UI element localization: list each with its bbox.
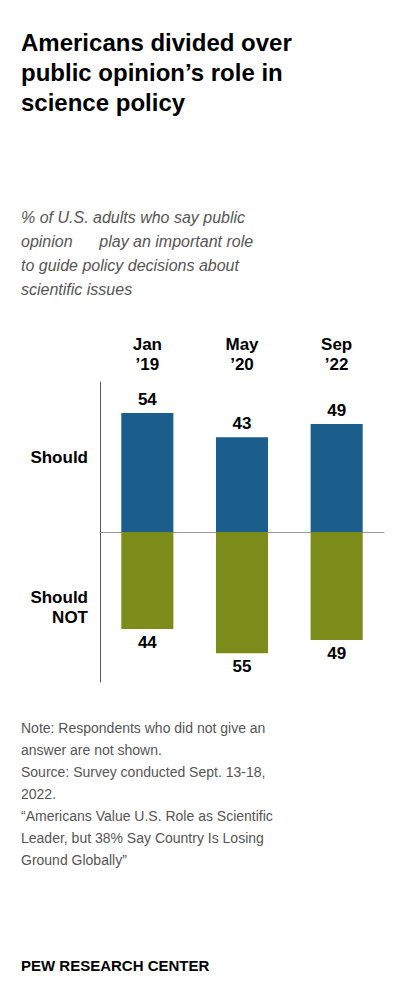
svg-text:to guide policy decisions abou: to guide policy decisions about xyxy=(21,257,239,274)
svg-text:’20: ’20 xyxy=(230,355,254,374)
svg-text:Leader, but 38% Say Country Is: Leader, but 38% Say Country Is Losing xyxy=(21,830,264,846)
svg-text:43: 43 xyxy=(233,414,252,433)
svg-text:answer are not shown.: answer are not shown. xyxy=(21,742,162,758)
svg-text:55: 55 xyxy=(233,657,252,676)
svg-text:’19: ’19 xyxy=(136,355,160,374)
svg-text:54: 54 xyxy=(138,390,157,409)
svg-text:public opinion’s role in: public opinion’s role in xyxy=(21,59,283,86)
svg-text:% of U.S. adults who say publi: % of U.S. adults who say public xyxy=(21,209,245,226)
svg-text:“Americans Value U.S. Role as: “Americans Value U.S. Role as Scientific xyxy=(21,808,273,824)
svg-text:May: May xyxy=(225,335,259,354)
svg-text:science policy: science policy xyxy=(21,89,186,116)
svg-text:Note: Respondents who did not: Note: Respondents who did not give an xyxy=(21,720,265,736)
svg-text:49: 49 xyxy=(327,401,346,420)
svg-text:scientific issues: scientific issues xyxy=(21,281,132,298)
svg-text:Americans divided over: Americans divided over xyxy=(21,29,292,56)
svg-text:Source: Survey conducted Sept.: Source: Survey conducted Sept. 13-18, xyxy=(21,764,265,780)
svg-text:’22: ’22 xyxy=(325,355,349,374)
svg-text:Jan: Jan xyxy=(133,335,162,354)
svg-text:2022.: 2022. xyxy=(21,786,56,802)
svg-text:49: 49 xyxy=(327,644,346,663)
svg-text:NOT: NOT xyxy=(52,608,89,627)
svg-text:Sep: Sep xyxy=(321,335,352,354)
svg-text:PEW RESEARCH CENTER: PEW RESEARCH CENTER xyxy=(21,957,210,974)
svg-text:44: 44 xyxy=(138,633,157,652)
svg-text:Should: Should xyxy=(30,588,88,607)
svg-text:Should: Should xyxy=(30,448,88,467)
svg-text:opinion play an important: opinion play an important role xyxy=(21,233,253,250)
svg-text:Ground Globally”: Ground Globally” xyxy=(21,852,127,868)
